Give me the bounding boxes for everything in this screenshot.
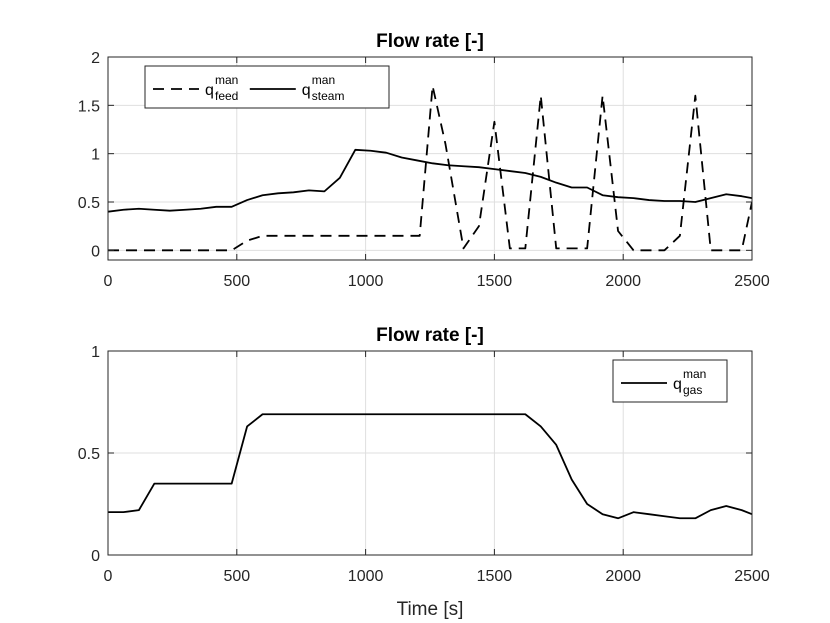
- series-line-feed: [108, 85, 752, 252]
- top-plot-frame: [107, 56, 753, 261]
- legend-label-base: q: [673, 376, 682, 393]
- legend-label-sup: man: [215, 73, 238, 87]
- y-tick-label: 0: [91, 548, 100, 565]
- x-tick-label: 0: [104, 273, 113, 290]
- y-tick-label: 0.5: [78, 195, 100, 212]
- top-plot: 0 500 1000 1500 2000 2500 0 0.5 1 1.5 2 Flow rate …: [78, 31, 770, 290]
- x-tick-label: 1500: [477, 568, 513, 585]
- x-tick-label: 2000: [605, 568, 641, 585]
- legend-label-sup: man: [683, 367, 706, 381]
- y-tick-label: 1: [91, 344, 100, 361]
- x-tick-label: 0: [104, 568, 113, 585]
- x-tick-label: 2500: [734, 568, 770, 585]
- y-tick-label: 0.5: [78, 446, 100, 463]
- y-tick-label: 1: [91, 147, 100, 164]
- x-tick-label: 1500: [477, 273, 513, 290]
- legend-label-sub: steam: [312, 89, 345, 103]
- legend-label-sup: man: [312, 73, 335, 87]
- bottom-plot-xlabel: Time [s]: [397, 599, 464, 620]
- bottom-plot-title: Flow rate [-]: [376, 325, 484, 346]
- legend-label-sub: feed: [215, 89, 238, 103]
- x-tick-label: 500: [223, 273, 250, 290]
- series-line-steam: [108, 148, 752, 213]
- x-tick-label: 1000: [348, 273, 384, 290]
- series-line-gas: [108, 413, 752, 520]
- top-plot-title: Flow rate [-]: [376, 31, 484, 52]
- x-tick-label: 2500: [734, 273, 770, 290]
- legend-box: [612, 359, 728, 403]
- legend-label-base: q: [302, 82, 311, 99]
- legend-box: [144, 65, 390, 109]
- y-tick-label: 1.5: [78, 98, 100, 115]
- x-tick-label: 1000: [348, 568, 384, 585]
- legend-label-sub: gas: [683, 383, 702, 397]
- legend-label-base: q: [205, 82, 214, 99]
- x-tick-label: 500: [223, 568, 250, 585]
- x-tick-label: 2000: [605, 273, 641, 290]
- y-tick-label: 0: [91, 243, 100, 260]
- y-tick-label: 2: [91, 50, 100, 67]
